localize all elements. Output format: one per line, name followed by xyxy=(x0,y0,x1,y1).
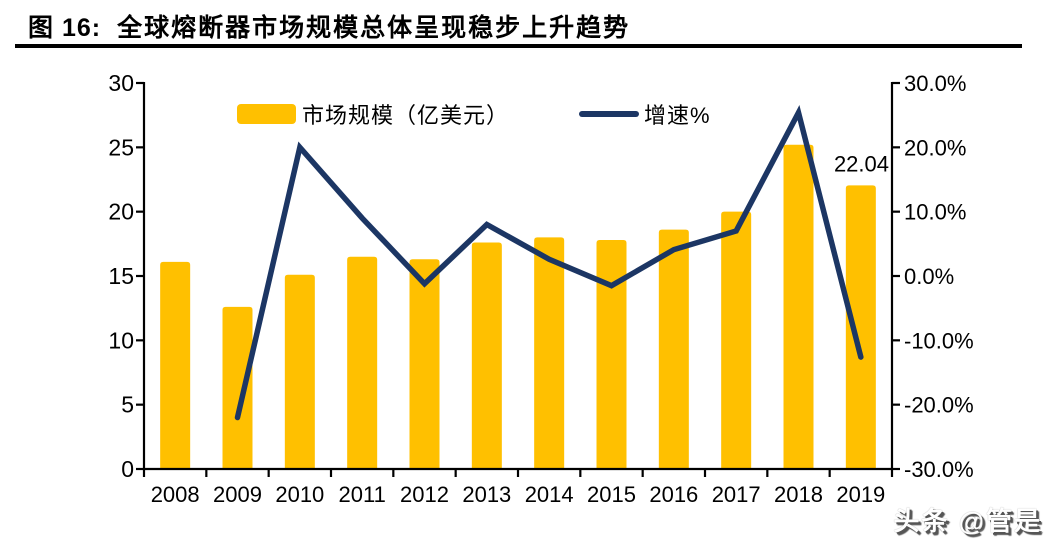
bar-2016 xyxy=(658,229,689,469)
left-axis-label: 20 xyxy=(108,199,134,225)
bar-2011 xyxy=(347,256,378,469)
bar-2010 xyxy=(284,274,315,469)
x-axis-label-2017: 2017 xyxy=(712,482,761,507)
legend-label-market-size: 市场规模（亿美元） xyxy=(302,103,510,128)
left-axis-label: 15 xyxy=(108,263,134,289)
bar-2017 xyxy=(721,211,752,469)
figure-caption: 图 16: 全球熔断器市场规模总体呈现稳步上升趋势 xyxy=(28,8,630,44)
left-axis-label: 0 xyxy=(121,456,134,482)
x-axis-label-2015: 2015 xyxy=(587,482,636,507)
bar-2009 xyxy=(222,306,253,469)
x-axis-label-2008: 2008 xyxy=(151,482,200,507)
x-axis-label-2018: 2018 xyxy=(774,482,823,507)
bar-2013 xyxy=(471,242,502,469)
x-axis-label-2014: 2014 xyxy=(525,482,574,507)
right-axis-label: -10.0% xyxy=(904,328,974,353)
bar-2019 xyxy=(845,185,876,469)
line-series-swatch xyxy=(579,111,640,117)
x-axis-label-2012: 2012 xyxy=(400,482,449,507)
bar-2008 xyxy=(160,261,191,469)
right-axis-label: 0.0% xyxy=(904,264,954,289)
right-axis-label: 20.0% xyxy=(904,135,966,160)
watermark: 头条 @管是 xyxy=(893,506,1042,536)
left-axis-label: 5 xyxy=(121,392,134,418)
x-axis-label-2011: 2011 xyxy=(339,482,386,507)
x-axis-label-2019: 2019 xyxy=(836,482,885,507)
legend-label-growth: 增速% xyxy=(644,103,711,128)
chart-legend: 市场规模（亿美元） 增速% xyxy=(237,98,711,130)
x-axis-label-2010: 2010 xyxy=(275,482,324,507)
left-axis-label: 10 xyxy=(108,327,134,353)
bar-2014 xyxy=(534,237,565,469)
figure-title: 全球熔断器市场规模总体呈现稳步上升趋势 xyxy=(117,14,631,42)
right-axis-label: -20.0% xyxy=(904,393,974,418)
bar-2018 xyxy=(783,144,814,469)
legend-item-growth: 增速% xyxy=(579,98,711,130)
axis-frame xyxy=(142,82,894,471)
growth-line xyxy=(234,104,864,421)
left-axis-label: 25 xyxy=(108,134,134,160)
bar-2012 xyxy=(409,259,440,469)
caption-underline xyxy=(15,44,1022,48)
x-axis-label-2013: 2013 xyxy=(462,482,511,507)
data-label-2019: 22.04 xyxy=(834,151,889,176)
right-axis-label: 30.0% xyxy=(904,71,966,96)
x-axis-label-2009: 2009 xyxy=(213,482,262,507)
left-axis-label: 30 xyxy=(108,70,134,96)
legend-item-market-size: 市场规模（亿美元） xyxy=(237,98,509,130)
right-axis-label: 10.0% xyxy=(904,200,966,225)
figure-number: 图 16: xyxy=(28,14,102,42)
right-axis-label: -30.0% xyxy=(904,457,974,482)
bar-2015 xyxy=(596,239,627,469)
x-axis-label-2016: 2016 xyxy=(649,482,698,507)
bar-series-swatch xyxy=(237,104,296,124)
